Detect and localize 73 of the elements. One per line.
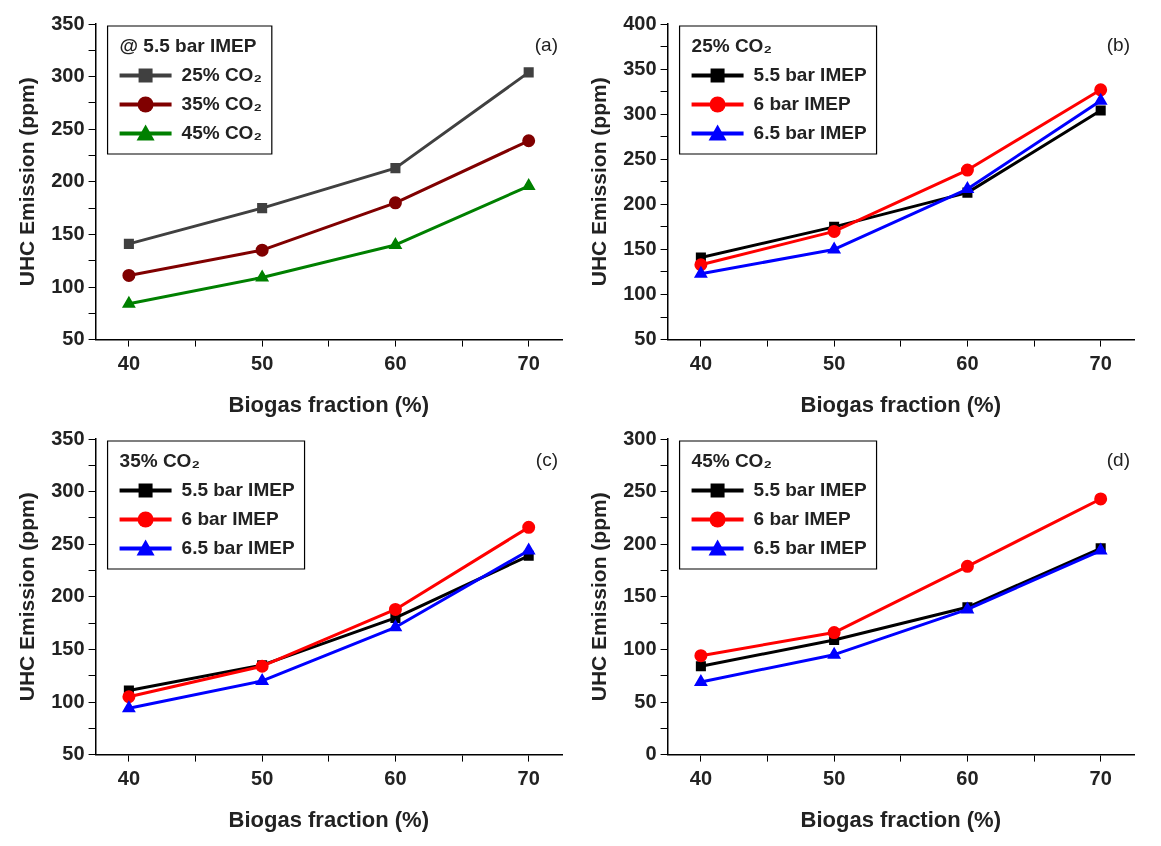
y-axis-title: UHC Emission (ppm) — [587, 492, 611, 702]
legend-label: 45% CO₂ — [181, 121, 262, 143]
y-tick-label: 150 — [623, 236, 657, 259]
x-tick-label: 70 — [517, 767, 540, 790]
y-tick-label: 100 — [623, 636, 657, 659]
x-axis-title: Biogas fraction (%) — [228, 391, 430, 417]
y-tick-label: 350 — [623, 56, 657, 79]
y-tick-label: 50 — [634, 689, 657, 712]
y-tick-label: 350 — [51, 426, 85, 449]
y-tick-label: 100 — [51, 274, 85, 297]
x-axis-title: Biogas fraction (%) — [228, 806, 430, 832]
y-tick-label: 50 — [62, 327, 85, 350]
y-axis-title: UHC Emission (ppm) — [587, 77, 611, 287]
legend-label: 6.5 bar IMEP — [753, 121, 867, 143]
x-tick-label: 50 — [251, 352, 274, 375]
y-tick-label: 200 — [623, 531, 657, 554]
x-tick-label: 40 — [689, 767, 713, 790]
y-tick-label: 50 — [62, 742, 85, 765]
x-tick-label: 40 — [689, 352, 713, 375]
y-tick-label: 100 — [51, 689, 85, 712]
annotation: (a) — [534, 34, 558, 56]
legend-label: 6.5 bar IMEP — [181, 536, 295, 558]
x-axis-title: Biogas fraction (%) — [800, 391, 1002, 417]
legend-label: 35% CO₂ — [181, 92, 262, 114]
legend-title: 45% CO₂ — [691, 449, 772, 471]
y-tick-label: 250 — [51, 531, 85, 554]
y-tick-label: 100 — [623, 282, 657, 305]
y-axis-title: UHC Emission (ppm) — [15, 492, 39, 702]
y-tick-label: 200 — [51, 169, 85, 192]
x-tick-label: 50 — [251, 767, 274, 790]
y-tick-label: 300 — [623, 101, 657, 124]
x-tick-label: 70 — [517, 352, 540, 375]
x-tick-label: 50 — [823, 767, 846, 790]
x-tick-label: 70 — [1089, 767, 1112, 790]
annotation: (c) — [535, 449, 558, 471]
annotation: (b) — [1106, 34, 1130, 56]
y-axis-title: UHC Emission (ppm) — [15, 77, 39, 287]
y-tick-label: 200 — [623, 191, 657, 214]
legend-title: 35% CO₂ — [119, 449, 200, 471]
y-tick-label: 350 — [51, 11, 85, 34]
y-tick-label: 300 — [623, 426, 657, 449]
legend-label: 5.5 bar IMEP — [181, 478, 295, 500]
y-tick-label: 200 — [51, 584, 85, 607]
x-tick-label: 70 — [1089, 352, 1112, 375]
y-tick-label: 50 — [634, 327, 657, 350]
legend-label: 6.5 bar IMEP — [753, 536, 867, 558]
legend-title: 25% CO₂ — [691, 34, 772, 56]
legend-label: 5.5 bar IMEP — [753, 478, 867, 500]
x-axis-title: Biogas fraction (%) — [800, 806, 1002, 832]
y-tick-label: 0 — [645, 742, 657, 765]
x-tick-label: 40 — [117, 767, 141, 790]
x-tick-label: 50 — [823, 352, 846, 375]
y-tick-label: 300 — [51, 64, 85, 87]
legend-label: 6 bar IMEP — [753, 92, 852, 114]
y-tick-label: 250 — [623, 479, 657, 502]
legend-label: 5.5 bar IMEP — [753, 63, 867, 85]
x-tick-label: 40 — [117, 352, 141, 375]
legend-label: 25% CO₂ — [181, 63, 262, 85]
y-tick-label: 250 — [51, 116, 85, 139]
x-tick-label: 60 — [384, 767, 407, 790]
annotation: (d) — [1106, 449, 1130, 471]
legend-label: 6 bar IMEP — [753, 507, 852, 529]
y-tick-label: 150 — [623, 584, 657, 607]
legend-label: 6 bar IMEP — [181, 507, 280, 529]
y-tick-label: 300 — [51, 479, 85, 502]
x-tick-label: 60 — [956, 767, 979, 790]
x-tick-label: 60 — [956, 352, 979, 375]
legend-title: @ 5.5 bar IMEP — [119, 34, 257, 56]
y-tick-label: 400 — [623, 11, 657, 34]
y-tick-label: 250 — [623, 146, 657, 169]
y-tick-label: 150 — [51, 221, 85, 244]
x-tick-label: 60 — [384, 352, 407, 375]
y-tick-label: 150 — [51, 636, 85, 659]
